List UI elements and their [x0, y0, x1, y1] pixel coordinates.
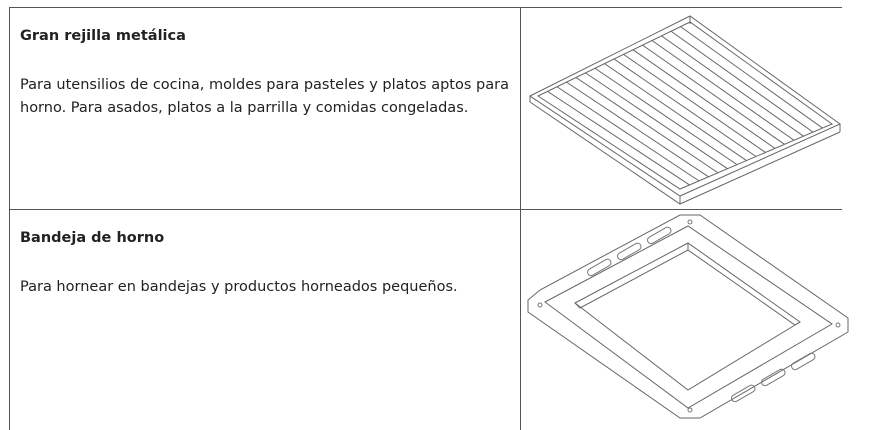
rack-slat [632, 49, 776, 149]
rack-slat [594, 67, 738, 166]
rack-slat [623, 53, 766, 153]
rack-slat [680, 26, 823, 129]
table-cell: Bandeja de horno Para hornear en bandeja… [9, 209, 521, 430]
item-text: Para hornear en bandejas y productos hor… [20, 279, 458, 295]
rack-slat [604, 63, 747, 161]
rack-slat [566, 81, 709, 178]
rack-slat [651, 40, 795, 141]
item-title: Gran rejilla metálica [20, 28, 186, 44]
item-title: Bandeja de horno [20, 230, 165, 246]
rack-slat [613, 58, 757, 157]
rack-slat [661, 35, 804, 137]
rack-slat [547, 90, 690, 186]
rack-slat [642, 44, 785, 145]
rack-slat [585, 72, 728, 170]
rack-slat [670, 30, 814, 133]
item-text: Para utensilios de cocina, moldes para p… [20, 77, 509, 116]
rack-slat [575, 77, 719, 174]
rack-slat [556, 86, 700, 182]
table-cell: Gran rejilla metálica Para utensilios de… [9, 7, 521, 209]
rack-drawing [529, 15, 841, 205]
tray-drawing [527, 214, 849, 419]
